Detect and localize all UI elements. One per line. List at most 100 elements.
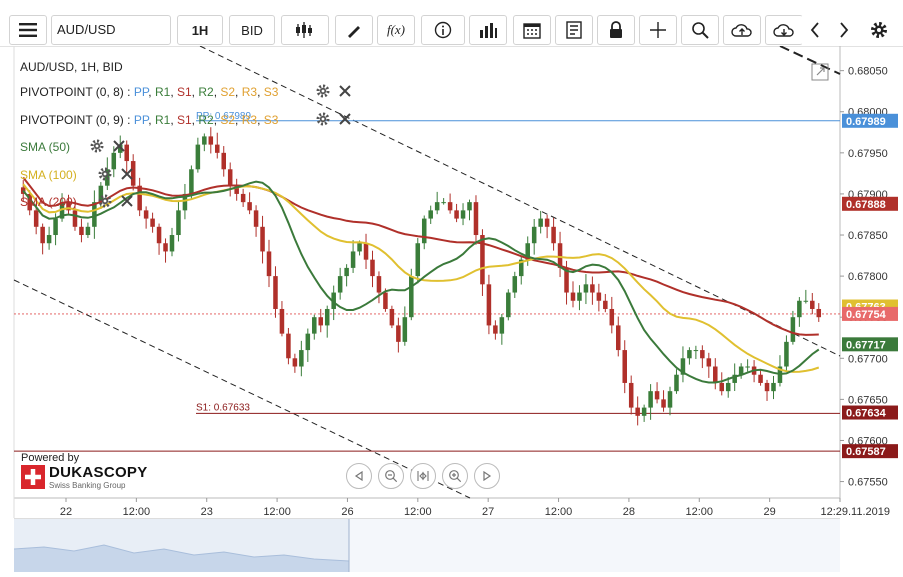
nav-reset-button[interactable] bbox=[410, 463, 436, 489]
candle-body bbox=[279, 308, 285, 334]
candle-body bbox=[447, 202, 453, 211]
news-button[interactable] bbox=[555, 15, 593, 45]
draw-button[interactable] bbox=[335, 15, 373, 45]
gear-icon[interactable] bbox=[316, 84, 330, 98]
menu-button[interactable] bbox=[9, 15, 47, 45]
candle-body bbox=[738, 366, 744, 375]
zoom-button[interactable] bbox=[681, 15, 719, 45]
pencil-icon bbox=[348, 26, 360, 38]
candle-body bbox=[816, 308, 822, 318]
close-icon[interactable] bbox=[339, 85, 351, 97]
candle-body bbox=[59, 202, 65, 219]
candle-body bbox=[648, 391, 653, 408]
triangle-right-icon bbox=[483, 471, 492, 481]
calendar-button[interactable] bbox=[513, 15, 551, 45]
y-tick-label: 0.67850 bbox=[848, 230, 888, 242]
chart-title: AUD/USD, 1H, BID bbox=[20, 60, 123, 74]
volume-button[interactable] bbox=[469, 15, 507, 45]
settings-button[interactable] bbox=[864, 15, 894, 45]
zoom-icon bbox=[692, 22, 709, 39]
candle-body bbox=[609, 308, 615, 326]
price-tag-box bbox=[842, 405, 898, 420]
candle-body bbox=[467, 202, 472, 211]
candle-body bbox=[266, 251, 272, 277]
x-tick-label: 12:00 bbox=[686, 506, 714, 518]
candle-body bbox=[531, 226, 537, 244]
chart-area[interactable]: PP: 0.67989 S1: 0.67633 0.680500.680000.6… bbox=[0, 46, 903, 571]
pivot-legend-1: PIVOTPOINT (0, 8) : PP, R1, S1, R2, S2, … bbox=[20, 85, 279, 99]
symbol-input[interactable]: AUD/USD bbox=[51, 15, 171, 45]
lock-button[interactable] bbox=[597, 15, 635, 45]
gear-hole bbox=[95, 144, 99, 148]
chevron-right-icon bbox=[840, 22, 849, 38]
upload-button[interactable] bbox=[723, 15, 761, 45]
candle-body bbox=[577, 292, 582, 301]
reset-icon bbox=[417, 471, 429, 481]
toolbar: AUD/USD 1H BID f(x) bbox=[0, 0, 903, 47]
candle-body bbox=[324, 308, 330, 326]
candle-body bbox=[396, 325, 401, 342]
price-type-button[interactable]: BID bbox=[229, 15, 275, 45]
candle-body bbox=[661, 399, 666, 408]
scroll-right-button[interactable] bbox=[830, 15, 858, 45]
crosshair-button[interactable] bbox=[639, 15, 677, 45]
candle-body bbox=[667, 391, 673, 408]
candle-body bbox=[616, 325, 621, 351]
close-stroke bbox=[121, 168, 133, 180]
x-tick-label: 12:00 bbox=[545, 506, 573, 518]
nav-zoom-out-button[interactable] bbox=[378, 463, 404, 489]
close-icon[interactable] bbox=[121, 195, 133, 207]
candle-body bbox=[628, 382, 634, 408]
candle-body bbox=[79, 226, 84, 236]
candle-body bbox=[480, 235, 485, 285]
indicators-button[interactable]: f(x) bbox=[377, 15, 415, 45]
document-icon bbox=[566, 21, 582, 39]
sma200-line bbox=[22, 176, 819, 336]
candle-body bbox=[331, 292, 336, 309]
scroll-left-button[interactable] bbox=[801, 15, 829, 45]
y-tick-label: 0.67550 bbox=[848, 477, 888, 489]
candle-body bbox=[305, 333, 311, 351]
candle-body bbox=[98, 185, 104, 203]
gear-icon[interactable] bbox=[316, 112, 330, 126]
x-tick-label: 28 bbox=[623, 506, 635, 518]
dukascopy-logo[interactable]: DUKASCOPY Swiss Banking Group bbox=[21, 464, 147, 491]
gear-icon[interactable] bbox=[98, 194, 112, 208]
candle-body bbox=[299, 350, 304, 367]
crosshair-icon bbox=[650, 22, 666, 38]
dukascopy-cross-icon bbox=[21, 465, 45, 489]
navigator-strip[interactable] bbox=[13, 518, 840, 572]
close-icon[interactable] bbox=[113, 140, 125, 152]
powered-by-label: Powered by bbox=[21, 452, 80, 464]
popout-icon[interactable] bbox=[811, 63, 829, 81]
candles bbox=[20, 127, 822, 426]
candle-body bbox=[803, 300, 809, 302]
gear-icon[interactable] bbox=[90, 139, 104, 153]
logo-text: DUKASCOPY bbox=[49, 464, 148, 481]
price-tag-text: 0.67634 bbox=[846, 408, 887, 420]
chart-type-button[interactable] bbox=[281, 15, 329, 45]
price-tag-text: 0.67888 bbox=[846, 199, 886, 211]
candle-body bbox=[357, 243, 362, 252]
download-button[interactable] bbox=[765, 15, 803, 45]
pivot-1-name: PIVOTPOINT (0, 8) bbox=[20, 85, 124, 99]
nav-back-button[interactable] bbox=[346, 463, 372, 489]
price-tags: 0.679890.678880.677630.677540.677170.676… bbox=[842, 113, 898, 459]
nav-forward-button[interactable] bbox=[474, 463, 500, 489]
close-icon[interactable] bbox=[121, 168, 133, 180]
info-button[interactable] bbox=[421, 15, 465, 45]
candle-body bbox=[428, 210, 433, 219]
sma200-legend: SMA (200) bbox=[20, 195, 77, 209]
close-icon[interactable] bbox=[339, 113, 351, 125]
candle-body bbox=[53, 218, 58, 236]
candle-body bbox=[506, 292, 511, 318]
candle-body bbox=[719, 382, 725, 392]
candle-body bbox=[66, 202, 71, 211]
gear-icon[interactable] bbox=[98, 167, 112, 181]
candles-icon bbox=[296, 22, 312, 38]
candle-body bbox=[493, 325, 498, 334]
timeframe-button[interactable]: 1H bbox=[177, 15, 223, 45]
candle-body bbox=[570, 292, 576, 301]
candle-body bbox=[40, 226, 45, 244]
nav-zoom-in-button[interactable] bbox=[442, 463, 468, 489]
